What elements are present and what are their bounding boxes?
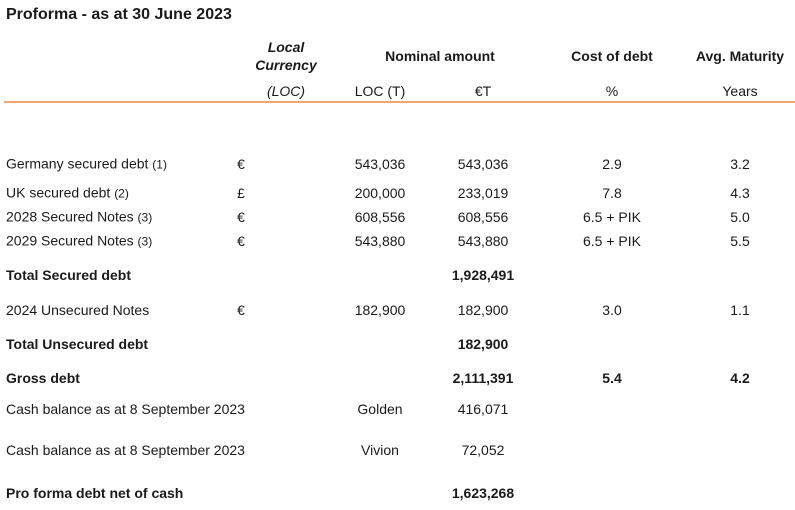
cell-maturity: 4.2 <box>730 370 750 386</box>
row-label: Total Secured debt <box>6 266 131 284</box>
row-label-text: Germany secured debt <box>6 155 149 172</box>
cell-eur: 608,556 <box>457 209 509 225</box>
cell-maturity: 4.3 <box>730 185 750 201</box>
cell-maturity: 5.5 <box>730 233 750 249</box>
title: Proforma - as at 30 June 2023 <box>6 6 232 23</box>
row-label: Pro forma debt net of cash <box>6 484 183 502</box>
row-label-text: 2029 Secured Notes <box>6 232 134 249</box>
row-label-text: Cash balance as at 8 September 2023 <box>6 442 245 458</box>
header-maturity-unit: Years <box>722 83 758 99</box>
row-label-text: Total Unsecured debt <box>6 336 149 352</box>
cell-maturity: 5.0 <box>730 209 750 225</box>
cell-cost: 3.0 <box>602 302 622 318</box>
row-label-text: UK secured debt <box>6 184 111 201</box>
row-label-text: Pro forma debt net of cash <box>6 485 184 501</box>
cell-currency: € <box>237 209 245 225</box>
cell-eur: 543,880 <box>457 233 509 249</box>
row-label: Gross debt <box>6 369 80 387</box>
cell-loc: Golden <box>357 401 403 417</box>
header-maturity: Avg. Maturity <box>695 48 785 64</box>
row-label-text: 2024 Unsecured Notes <box>6 302 150 318</box>
row-note: (2) <box>114 186 129 201</box>
cell-cost: 2.9 <box>602 156 622 172</box>
header-eur-unit: €T <box>474 83 492 99</box>
cell-eur: 72,052 <box>461 442 505 458</box>
row-label: 2028 Secured Notes (3) <box>6 208 152 227</box>
cell-eur: 182,900 <box>457 336 509 352</box>
row-note: (3) <box>137 210 153 225</box>
cell-eur: 2,111,391 <box>452 370 514 386</box>
cell-loc: 182,900 <box>354 302 406 318</box>
row-label-text: Total Secured debt <box>6 267 131 283</box>
row-label-text: Cash balance as at 8 September 2023 <box>6 401 245 417</box>
cell-maturity: 1.1 <box>730 302 750 318</box>
header-currency-unit: (LOC) <box>266 83 306 99</box>
row-label: 2024 Unsecured Notes <box>6 301 149 319</box>
cell-currency: € <box>237 233 245 249</box>
cell-cost: 6.5 + PIK <box>583 233 641 249</box>
cell-eur: 1,928,491 <box>451 267 515 283</box>
row-label-text: 2028 Secured Notes <box>6 208 134 225</box>
row-label-text: Gross debt <box>6 370 80 386</box>
cell-maturity: 3.2 <box>730 156 750 172</box>
header-loc-unit: LOC (T) <box>354 83 406 99</box>
row-label: Germany secured debt (1) <box>6 155 167 174</box>
cell-eur: 233,019 <box>457 185 509 201</box>
row-label: 2029 Secured Notes (3) <box>6 232 152 251</box>
cell-cost: 5.4 <box>602 370 622 386</box>
row-note: (1) <box>152 157 167 172</box>
cell-loc: 543,880 <box>354 233 406 249</box>
cell-cost: 7.8 <box>602 185 622 201</box>
cell-currency: £ <box>237 185 245 201</box>
cell-loc: Vivion <box>361 442 399 458</box>
header-cost: Cost of debt <box>571 48 653 64</box>
cell-cost: 6.5 + PIK <box>583 209 641 225</box>
cell-eur: 416,071 <box>457 401 509 417</box>
cell-eur: 182,900 <box>457 302 509 318</box>
cell-eur: 543,036 <box>457 156 509 172</box>
row-label: Cash balance as at 8 September 2023 <box>6 400 245 418</box>
header-cost-unit: % <box>605 83 619 99</box>
cell-loc: 200,000 <box>354 185 406 201</box>
cell-eur: 1,623,268 <box>451 485 515 501</box>
row-label: Cash balance as at 8 September 2023 <box>6 441 245 459</box>
cell-currency: € <box>237 156 245 172</box>
row-label: Total Unsecured debt <box>6 335 148 353</box>
row-label: UK secured debt (2) <box>6 184 129 203</box>
cell-currency: € <box>237 302 245 318</box>
cell-loc: 608,556 <box>354 209 406 225</box>
header-nominal: Nominal amount <box>385 48 495 64</box>
header-rule <box>4 101 795 103</box>
cell-loc: 543,036 <box>354 156 406 172</box>
header-currency: Local Currency <box>255 39 317 73</box>
row-note: (3) <box>137 234 153 249</box>
